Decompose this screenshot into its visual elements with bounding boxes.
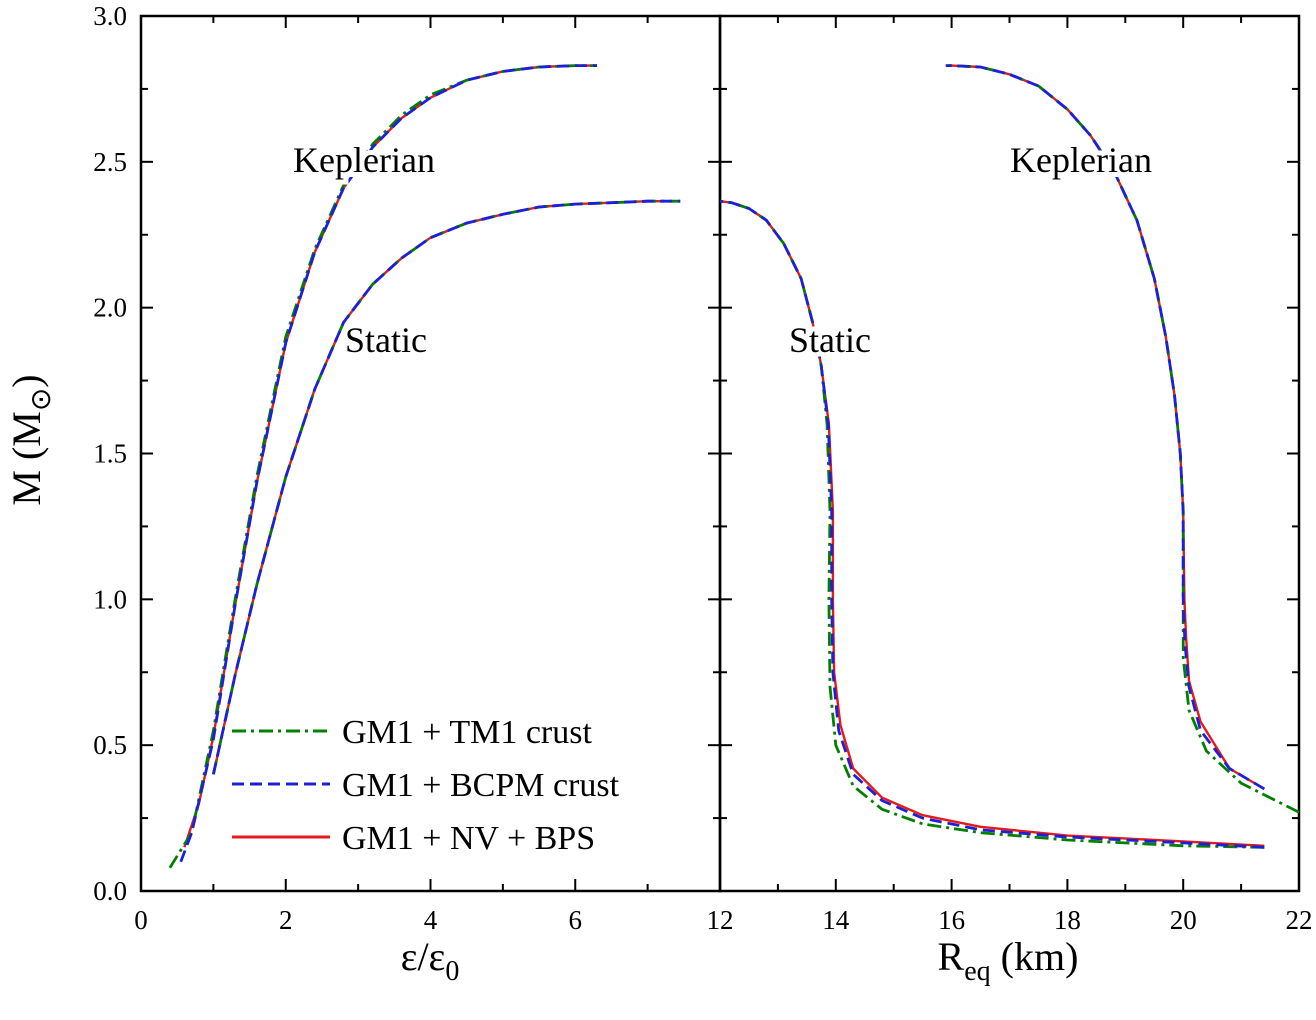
annotation-keplerian: Keplerian <box>293 140 435 180</box>
x-tick-label: 0 <box>134 905 148 935</box>
x-tick-label: 18 <box>1054 905 1081 935</box>
series-line-keplerian-gm1-tm1-crust <box>168 64 597 869</box>
x-axis-title-left: ε/ε0 <box>401 934 460 987</box>
x-tick-label: 20 <box>1170 905 1197 935</box>
left-panel: 0.0 0.5 1.0 1.5 2.0 2.5 3.0 0 2 4 6 Keplerian Static <box>93 1 722 935</box>
legend: GM1 + TM1 crust GM1 + BCPM crust GM1 + NV … <box>232 714 620 857</box>
series-line-keplerian-gm1-bcpm-crust <box>945 64 1266 791</box>
x-tick-label: 14 <box>822 905 850 935</box>
x-tick-label: 22 <box>1286 905 1313 935</box>
y-tick-label: 1.0 <box>93 584 127 614</box>
x-tick-label: 4 <box>424 905 438 935</box>
legend-label: GM1 + BCPM crust <box>342 767 620 804</box>
annotation-static: Static <box>345 320 427 360</box>
annotation-keplerian: Keplerian <box>1010 140 1152 180</box>
y-tick-label: 1.5 <box>93 439 127 469</box>
y-tick-label: 0.5 <box>93 730 127 760</box>
y-tick-label: 0.0 <box>93 876 127 906</box>
y-tick-label: 3.0 <box>93 1 127 31</box>
legend-label: GM1 + NV + BPS <box>342 820 595 857</box>
x-tick-label: 2 <box>279 905 293 935</box>
y-axis-title: M (M⊙) <box>4 374 57 505</box>
series-line-keplerian-gm1-bcpm-crust <box>179 64 597 863</box>
x-tick-label: 6 <box>569 905 583 935</box>
y-tick-label: 2.5 <box>93 147 127 177</box>
series-line-static-gm1-bcpm-crust <box>212 199 681 775</box>
annotation-static: Static <box>789 320 871 360</box>
x-axis-title-right: Req (km) <box>938 934 1079 987</box>
right-panel: 12 14 16 18 20 22 Static Keplerian <box>707 14 1313 935</box>
legend-label: GM1 + TM1 crust <box>342 714 592 751</box>
y-tick-label: 2.0 <box>93 293 127 323</box>
series-line-static-gm1-bcpm-crust <box>719 199 1265 849</box>
x-tick-label: 12 <box>707 905 734 935</box>
x-tick-label: 16 <box>938 905 965 935</box>
